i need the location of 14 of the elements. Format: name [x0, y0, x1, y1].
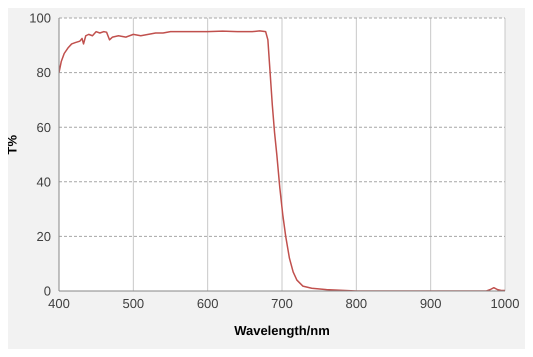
x-tick-label: 600	[196, 296, 219, 312]
x-tick-label: 500	[122, 296, 144, 312]
y-tick-label: 20	[36, 229, 51, 244]
x-axis-title: Wavelength/nm	[234, 323, 330, 338]
x-tick-label: 700	[271, 296, 293, 312]
y-tick-label: 80	[36, 65, 51, 80]
y-tick-label: 0	[44, 284, 51, 299]
y-tick-label: 40	[36, 174, 51, 190]
x-tick-label: 800	[345, 296, 368, 312]
x-tick-label: 1000	[490, 296, 520, 312]
y-tick-label: 60	[36, 120, 51, 135]
x-tick-label: 900	[420, 296, 442, 312]
x-tick-label: 400	[48, 296, 70, 312]
y-tick-label: 100	[29, 10, 51, 26]
